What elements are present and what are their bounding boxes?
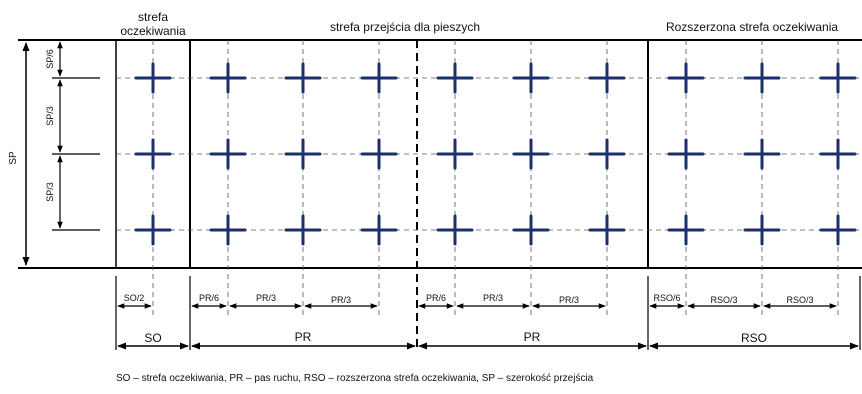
marker-cross [209, 62, 247, 94]
dim-label-pr-third-a1: PR/3 [256, 293, 276, 303]
sp-dimension-label: SP [8, 151, 19, 165]
marker-cross [360, 214, 398, 246]
marker-cross [360, 138, 398, 170]
dim-label-so: SO [144, 331, 161, 345]
marker-cross [512, 138, 550, 170]
sp6-dimension-label: SP/6 [45, 49, 55, 69]
marker-cross [134, 214, 172, 246]
dim-label-rso-third-1: RSO/3 [710, 295, 737, 305]
marker-cross [819, 214, 857, 246]
marker-cross [667, 138, 705, 170]
marker-cross [819, 138, 857, 170]
marker-cross [209, 214, 247, 246]
marker-cross [360, 62, 398, 94]
legend-caption: SO – strefa oczekiwania, PR – pas ruchu,… [116, 373, 594, 384]
left-extension-lines [52, 77, 100, 231]
marker-cross [436, 138, 474, 170]
marker-cross [512, 62, 550, 94]
marker-cross [819, 62, 857, 94]
marker-cross [284, 62, 322, 94]
marker-crosses [134, 62, 857, 246]
marker-cross [588, 214, 626, 246]
vertical-grid-lines [152, 40, 839, 318]
marker-cross [667, 214, 705, 246]
dim-label-pr-third-a2: PR/3 [331, 295, 351, 305]
dim-label-pr-b: PR [524, 330, 541, 344]
marker-cross [743, 214, 781, 246]
marker-cross [209, 138, 247, 170]
marker-cross [134, 62, 172, 94]
dim-label-so-half: SO/2 [124, 293, 145, 303]
dim-label-rso-third-2: RSO/3 [786, 295, 813, 305]
zone-label-extended: Rozszerzona strefa oczekiwania [666, 20, 838, 34]
dim-label-pr-sixth-b: PR/6 [426, 293, 446, 303]
sp3-dimension-label-a: SP/3 [45, 106, 55, 126]
bottom-extension-lines [115, 276, 861, 350]
marker-cross [134, 138, 172, 170]
dim-label-pr-sixth-a: PR/6 [199, 293, 219, 303]
marker-cross [588, 62, 626, 94]
dim-label-rso-sixth: RSO/6 [653, 293, 680, 303]
marker-cross [436, 62, 474, 94]
marker-cross [512, 214, 550, 246]
horizontal-grid-lines [116, 77, 862, 231]
marker-cross [743, 138, 781, 170]
zone-label-waiting-line1: strefa [138, 10, 168, 24]
marker-cross [743, 62, 781, 94]
marker-cross [284, 214, 322, 246]
dim-label-rso: RSO [741, 331, 767, 345]
marker-cross [436, 214, 474, 246]
sp3-dimension-label-b: SP/3 [45, 182, 55, 202]
dim-label-pr-third-b1: PR/3 [483, 293, 503, 303]
dim-label-pr-third-b2: PR/3 [559, 295, 579, 305]
zone-label-waiting-line2: oczekiwania [120, 24, 186, 38]
dim-label-pr-a: PR [295, 330, 312, 344]
zone-label-crossing: strefa przejścia dla pieszych [330, 20, 480, 34]
marker-cross [588, 138, 626, 170]
marker-cross [284, 138, 322, 170]
marker-cross [667, 62, 705, 94]
